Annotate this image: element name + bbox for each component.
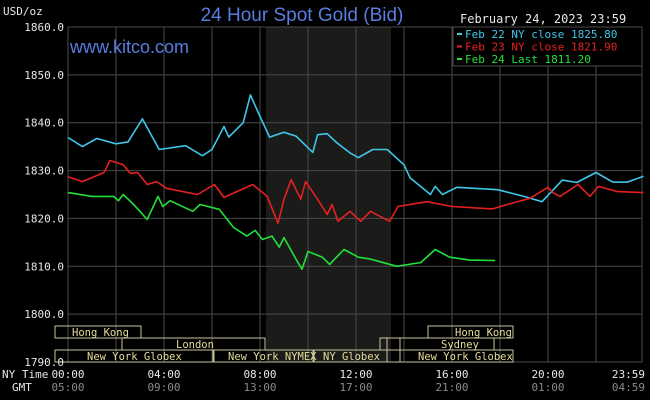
- y-tick-label: 1790.0: [24, 356, 64, 369]
- x-tick-gmt: 21:00: [435, 381, 468, 394]
- trading-hours-shade: [266, 27, 391, 362]
- series-line-2: [67, 191, 496, 271]
- y-tick-label: 1800.0: [24, 308, 64, 321]
- y-tick-labels: 1860.0 1850.0 1840.0 1830.0 1820.0 1810.0 1800…: [24, 21, 64, 369]
- series-lines: [67, 94, 644, 271]
- session-label: London: [176, 339, 214, 351]
- series-line-1: [67, 159, 644, 224]
- y-tick-label: 1820.0: [24, 212, 64, 225]
- x-tick-gmt: 05:00: [51, 381, 84, 394]
- x-tick-ny: 00:00: [51, 368, 84, 381]
- legend-box: [452, 26, 643, 67]
- date-label: February 24, 2023 23:59: [460, 12, 626, 26]
- x-tick-gmt: 04:59: [612, 381, 645, 394]
- x-tick-ny: 20:00: [531, 368, 564, 381]
- gmt-row-label: GMT: [12, 381, 32, 394]
- session-label: Hong Kong: [455, 327, 512, 339]
- x-tick-ny: 23:59: [612, 368, 645, 381]
- x-tick-ny: 16:00: [435, 368, 468, 381]
- x-tick-ny: 08:00: [243, 368, 276, 381]
- session-box: [54, 349, 214, 363]
- x-tick-ny: 12:00: [339, 368, 372, 381]
- session-label: New York Globex: [418, 351, 513, 363]
- chart-title: 24 Hour Spot Gold (Bid): [201, 5, 404, 26]
- session-box: [213, 349, 314, 363]
- x-tick-ny: 04:00: [147, 368, 180, 381]
- session-label: Hong Kong: [72, 327, 129, 339]
- session-box: [399, 349, 514, 363]
- x-tick-gmt: 17:00: [339, 381, 372, 394]
- legend-entry: Feb 23 NY close 1821.90: [465, 41, 617, 54]
- x-tick-gmt: 09:00: [147, 381, 180, 394]
- x-tick-gmt: 01:00: [531, 381, 564, 394]
- session-label: New York Globex: [87, 351, 182, 363]
- y-tick-label: 1810.0: [24, 260, 64, 273]
- session-box: [313, 349, 388, 363]
- watermark: www.kitco.com: [69, 37, 189, 57]
- session-box: [54, 325, 142, 339]
- session-box: [427, 325, 514, 339]
- ny-time-row-label: NY Time: [2, 368, 48, 381]
- session-label: Sydney: [441, 339, 479, 351]
- legend-entry: Feb 22 NY close 1825.80: [465, 28, 617, 41]
- y-axis-label: USD/oz: [3, 5, 43, 18]
- y-tick-label: 1840.0: [24, 117, 64, 130]
- session-label: NY Globex: [323, 351, 380, 363]
- x-tick-gmt: 13:00: [243, 381, 276, 394]
- y-tick-label: 1860.0: [24, 21, 64, 34]
- legend-entry: Feb 24 Last 1811.20: [465, 53, 591, 66]
- y-tick-label: 1830.0: [24, 165, 64, 178]
- session-label: New York NYMEX: [228, 351, 317, 363]
- y-tick-label: 1850.0: [24, 69, 64, 82]
